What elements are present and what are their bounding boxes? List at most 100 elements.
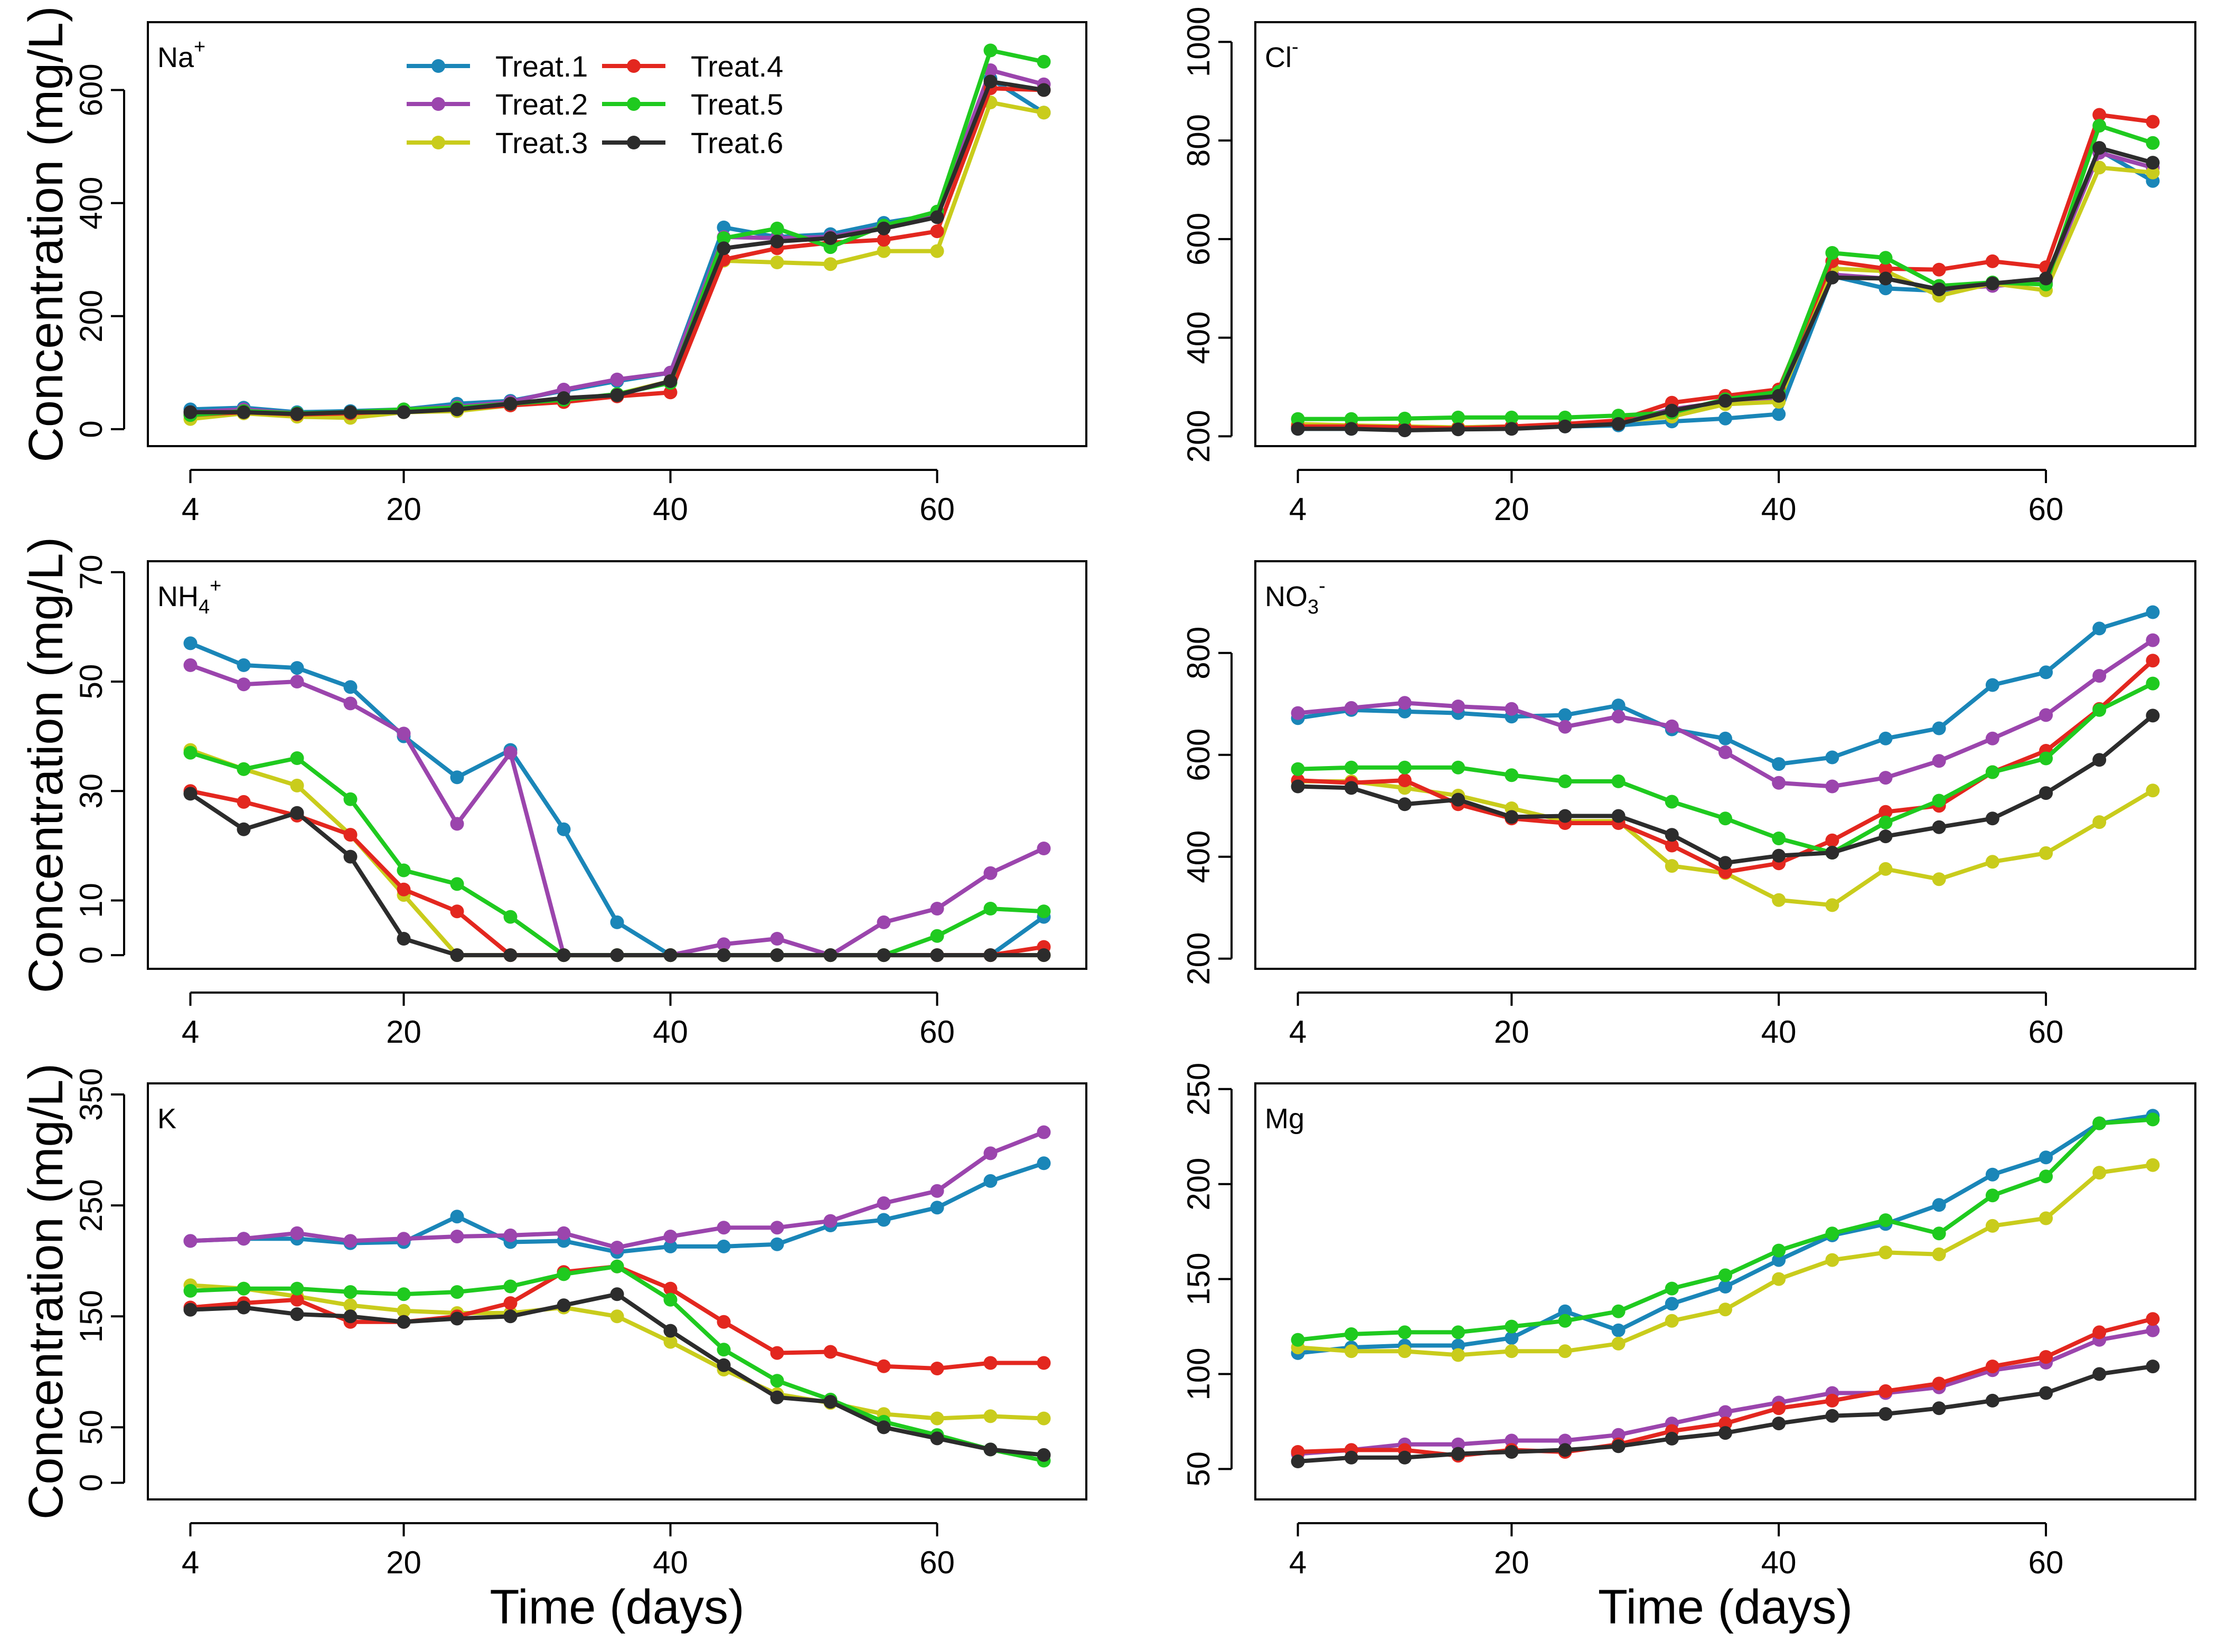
data-point [663,948,678,962]
data-point [1985,678,1999,692]
data-point [2039,271,2053,286]
data-point [1611,1304,1626,1318]
data-point [183,658,198,672]
data-point [717,241,731,256]
data-point [1772,1272,1786,1286]
data-point [663,385,678,400]
data-point [2039,1150,2053,1165]
data-point [1505,702,1519,716]
y-tick-label: 30 [73,773,109,809]
data-point [2146,156,2160,170]
x-tick-label: 60 [919,492,955,527]
data-point [983,948,998,962]
data-point [1397,797,1412,811]
data-point [290,1281,304,1296]
data-point [1665,859,1679,873]
data-point [397,1304,411,1318]
data-point [2092,161,2107,175]
data-point [1985,731,1999,745]
legend-item: Treat.3 [407,126,588,159]
data-point [343,680,358,694]
panel-4: 0 50 150 250 350 4 20 40 60 K Concentration (mg/L)… [19,1063,1087,1634]
y-tick-label: 350 [73,1068,109,1121]
data-point [397,726,411,741]
data-point [1878,771,1893,785]
data-point [823,1395,838,1409]
data-point [1878,829,1893,844]
x-tick-label: 40 [1761,492,1797,527]
data-point [1558,1314,1572,1328]
data-point [1291,779,1305,794]
ion-label: Cl- [1265,36,1299,73]
data-point [1558,1443,1572,1457]
data-point [610,1241,624,1254]
series-Treat.3 [1291,1158,2160,1362]
data-point [397,1232,411,1246]
data-point [983,1174,998,1188]
legend-item: Treat.1 [407,50,588,83]
data-point [930,929,944,943]
data-point [1451,760,1466,775]
legend-swatch-point [431,59,445,73]
y-tick-label: 200 [1181,932,1216,985]
series-Treat.2 [1291,633,2160,794]
data-point [343,849,358,864]
data-point [1825,270,1839,285]
y-tick-label: 250 [1181,1063,1216,1116]
data-point [663,1292,678,1307]
data-point [2039,786,2053,800]
data-point [1344,760,1358,775]
data-point [983,902,998,915]
data-point [1932,282,1946,297]
data-point [877,1420,891,1434]
data-point [1718,1280,1732,1294]
data-point [2146,115,2160,129]
plot-frame [147,560,1087,970]
data-point [823,1345,838,1359]
data-point [2039,665,2053,679]
ion-label-subscript: 3 [1308,596,1319,618]
x-tick-label: 4 [1289,492,1307,527]
data-point [503,1296,518,1310]
ion-label: NH4+ [157,575,221,618]
data-point [2146,633,2160,647]
data-point [1291,1445,1305,1459]
data-point [663,374,678,388]
data-point [1451,410,1466,424]
data-point [2039,1350,2053,1364]
data-point [983,1146,998,1160]
data-point [2146,654,2160,668]
data-point [1932,1198,1946,1212]
data-point [1558,720,1572,734]
x-tick-label: 4 [182,1545,199,1580]
data-point [1397,760,1412,775]
legend-label: Treat.4 [691,50,783,83]
data-point [1665,828,1679,842]
x-tick-label: 40 [653,1014,688,1050]
data-point [2146,136,2160,150]
data-point [1718,1268,1732,1282]
data-point [1825,1253,1839,1267]
data-point [183,1283,198,1298]
data-point [1451,1338,1466,1353]
ion-label: Na+ [157,36,205,73]
data-point [1932,872,1946,886]
data-point [237,658,251,672]
data-point [823,1214,838,1228]
series-Treat.3 [1291,774,2160,912]
series-line [190,100,1045,421]
data-point [1397,1325,1412,1339]
data-point [983,1442,998,1457]
data-point [1397,1344,1412,1358]
data-point [183,405,198,419]
data-point [1772,893,1786,907]
data-point [2092,669,2107,683]
data-point [1932,721,1946,735]
data-point [237,1232,251,1246]
data-point [2092,1116,2107,1130]
data-point [717,1343,731,1357]
data-point [503,1279,518,1294]
legend-label: Treat.3 [495,126,588,159]
data-point [770,234,784,249]
x-tick-label: 60 [2028,492,2064,527]
